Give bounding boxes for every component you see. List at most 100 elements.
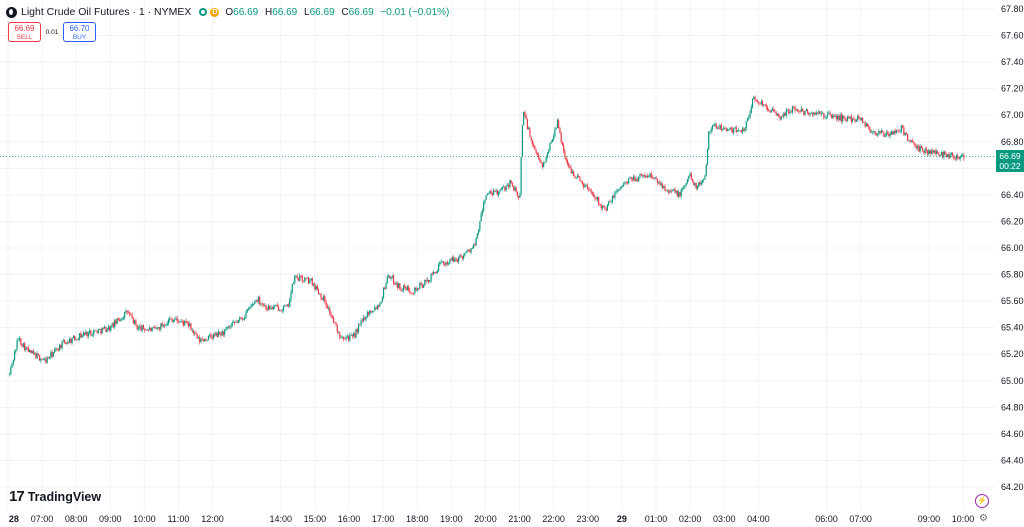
candle-down	[806, 109, 809, 114]
candle-up	[440, 261, 442, 263]
candle-down	[609, 201, 611, 202]
candle-down	[404, 285, 406, 289]
candle-up	[810, 112, 812, 114]
candle-up	[101, 327, 103, 334]
candle-down	[591, 192, 594, 195]
candle-up	[369, 310, 371, 315]
candle-up	[451, 257, 453, 261]
candle-down	[269, 305, 271, 309]
candle-up	[855, 119, 857, 122]
candle-up	[189, 323, 191, 327]
candle-down	[240, 317, 242, 319]
candle-up	[786, 109, 789, 111]
candle-down	[853, 118, 855, 120]
candle-down	[766, 107, 769, 111]
sell-button[interactable]: 66.69 SELL	[8, 22, 41, 42]
candle-down	[394, 283, 396, 285]
candle-down	[105, 326, 107, 333]
candle-up	[746, 118, 749, 122]
candle-down	[923, 151, 925, 154]
gear-icon[interactable]: ⚙	[979, 513, 988, 524]
candle-up	[825, 116, 827, 118]
candle-up	[31, 350, 33, 354]
candle-down	[361, 320, 363, 322]
candle-up	[671, 190, 674, 192]
candle-up	[152, 327, 155, 328]
candle-down	[129, 312, 131, 315]
candle-up	[733, 128, 735, 133]
tradingview-logo[interactable]: 17 TradingView	[9, 488, 101, 505]
candle-down	[907, 134, 909, 141]
x-tick-label: 10:00	[133, 514, 156, 524]
candle-up	[360, 320, 362, 325]
candle-down	[280, 310, 282, 312]
candle-up	[615, 191, 617, 192]
candle-up	[79, 333, 81, 340]
candle-down	[526, 118, 529, 129]
candle-up	[104, 326, 106, 329]
candle-up	[639, 174, 641, 178]
candle-up	[721, 129, 724, 131]
candle-up	[703, 178, 705, 181]
candle-up	[149, 327, 151, 330]
candle-down	[695, 182, 697, 189]
candle-up	[309, 280, 311, 284]
candle-up	[745, 121, 747, 129]
candle-up	[706, 149, 709, 165]
candle-down	[140, 326, 142, 331]
candle-up	[141, 325, 143, 331]
candle-down	[356, 329, 358, 332]
candle-up	[955, 155, 958, 159]
candle-down	[132, 318, 135, 324]
buy-button[interactable]: 66.70 BUY	[63, 22, 96, 42]
candle-down	[354, 333, 356, 338]
candle-up	[290, 292, 292, 300]
candle-down	[540, 161, 542, 164]
candle-down	[897, 130, 899, 131]
candle-up	[15, 349, 17, 352]
x-tick-label: 17:00	[372, 514, 395, 524]
candle-up	[744, 128, 746, 131]
candle-up	[291, 283, 293, 293]
candle-up	[620, 186, 622, 189]
y-tick-label: 65.00	[1001, 376, 1024, 386]
lightning-icon[interactable]: ⚡	[975, 494, 989, 508]
candle-down	[241, 318, 243, 320]
x-tick-label: 19:00	[440, 514, 463, 524]
symbol-title[interactable]: Light Crude Oil Futures · 1 · NYMEX	[21, 6, 192, 18]
candle-down	[914, 143, 916, 147]
time-axis[interactable]: 28 07:00 08:00 09:00 10:00 11:00 12:00 14:00 15:…	[9, 514, 974, 524]
candle-up	[633, 176, 635, 181]
candle-up	[601, 205, 604, 209]
candle-down	[850, 116, 852, 122]
candle-down	[412, 293, 415, 294]
candle-up	[546, 153, 549, 158]
candle-up	[815, 112, 817, 115]
candle-up	[809, 113, 811, 115]
candle-down	[187, 323, 190, 327]
candle-up	[701, 180, 704, 183]
candle-down	[781, 116, 784, 118]
candle-up	[789, 111, 791, 114]
x-tick-label: 10:00	[952, 514, 975, 524]
candle-down	[854, 119, 856, 122]
candle-down	[759, 103, 761, 104]
candle-down	[196, 333, 198, 339]
candle-up	[16, 340, 18, 350]
candle-down	[761, 101, 764, 106]
candle-down	[573, 171, 575, 177]
price-axis[interactable]: 67.8067.6067.4067.2067.0066.8066.6066.40…	[1001, 4, 1024, 492]
candle-down	[491, 193, 493, 195]
candle-down	[589, 189, 591, 191]
candle-down	[659, 181, 661, 185]
candle-down	[811, 112, 814, 115]
candle-down	[720, 125, 722, 131]
candle-up	[478, 229, 480, 234]
high-label: H	[264, 6, 273, 18]
candle-down	[450, 259, 452, 261]
candle-down	[794, 106, 796, 111]
candle-up	[596, 196, 599, 200]
candle-down	[324, 296, 326, 302]
candle-up	[684, 185, 686, 187]
